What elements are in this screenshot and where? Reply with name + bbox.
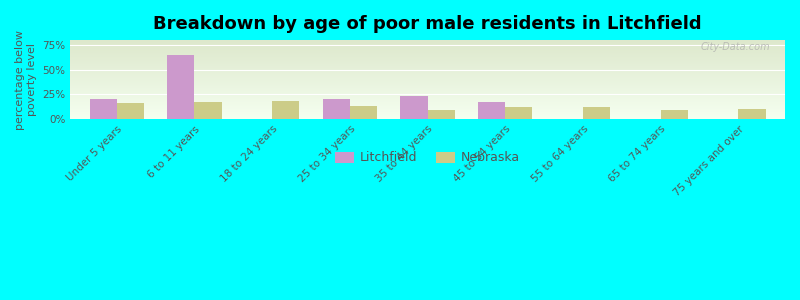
Bar bbox=[322, 99, 350, 119]
Bar bbox=[427, 110, 454, 119]
Bar bbox=[90, 99, 117, 119]
Bar bbox=[400, 96, 427, 119]
Bar bbox=[738, 109, 766, 119]
Bar bbox=[167, 55, 194, 119]
Bar bbox=[478, 102, 506, 119]
Bar bbox=[583, 107, 610, 119]
Bar bbox=[117, 103, 144, 119]
Title: Breakdown by age of poor male residents in Litchfield: Breakdown by age of poor male residents … bbox=[154, 15, 702, 33]
Text: City-Data.com: City-Data.com bbox=[701, 43, 770, 52]
Bar bbox=[350, 106, 377, 119]
Bar bbox=[661, 110, 688, 119]
Bar bbox=[506, 107, 533, 119]
Y-axis label: percentage below
poverty level: percentage below poverty level bbox=[15, 29, 37, 130]
Bar bbox=[194, 102, 222, 119]
Bar bbox=[272, 101, 299, 119]
Legend: Litchfield, Nebraska: Litchfield, Nebraska bbox=[330, 146, 526, 170]
